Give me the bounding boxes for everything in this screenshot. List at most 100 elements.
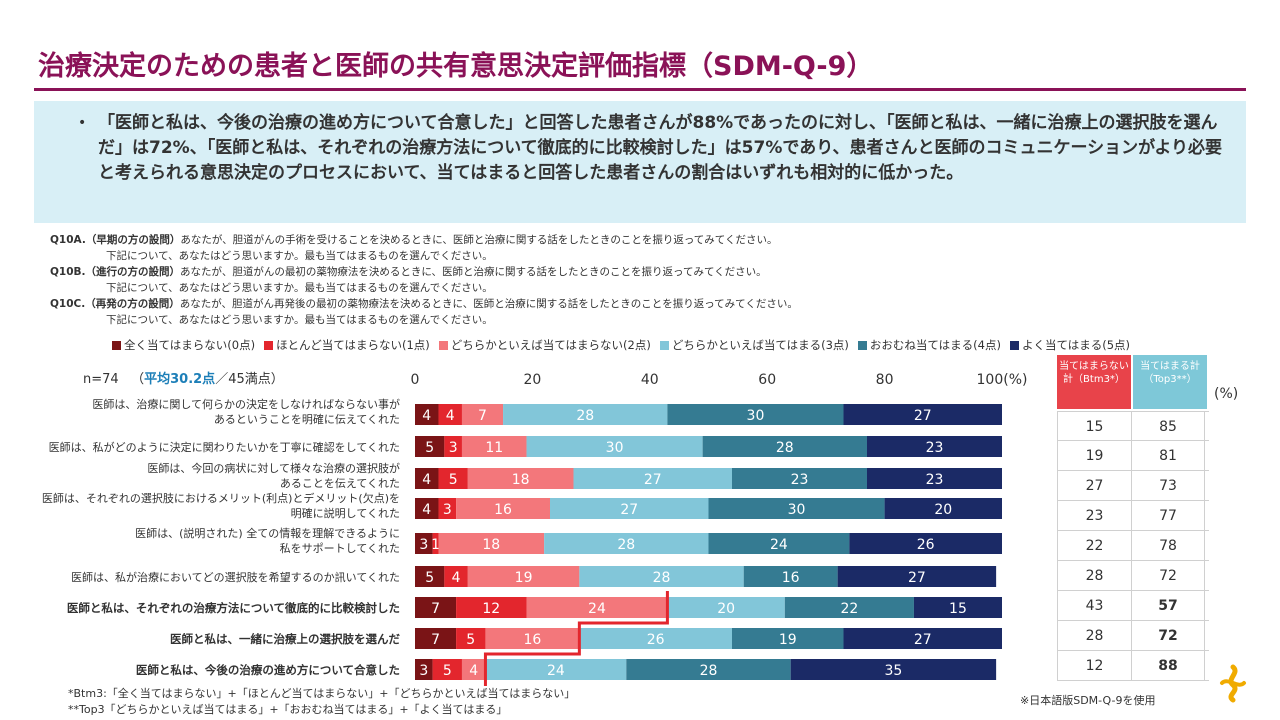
bar-value-label: 28 — [617, 537, 635, 553]
legend-swatch — [659, 340, 669, 350]
bar-value-label: 4 — [422, 472, 431, 488]
bar-value-label: 22 — [840, 601, 858, 617]
legend-label: よく当てはまる(5点) — [1021, 338, 1131, 352]
bar-value-label: 4 — [446, 408, 455, 424]
btm3-value: 43 — [1057, 591, 1131, 620]
category-label: 医師は、治療に関して何らかの決定をしなければならない事が — [92, 397, 400, 411]
legend-swatch — [857, 340, 867, 350]
x-tick-label: 80 — [876, 372, 894, 388]
bar-segment — [461, 404, 504, 425]
bar-segment — [444, 566, 468, 587]
legend-label: どちらかといえば当てはまる(3点) — [671, 338, 849, 352]
bar-segment — [667, 404, 844, 425]
bar-value-label: 23 — [791, 472, 809, 488]
bar-segment — [415, 436, 445, 457]
question-q10c: Q10C.（再発の方の設問）あなたが、胆道がん再発後の最初の薬物療法を決めるとき… — [50, 298, 798, 310]
sample-size-label: n=74 （平均30.2点／45満点） — [83, 372, 284, 387]
bar-segment — [702, 436, 867, 457]
bar-value-label: 27 — [914, 408, 932, 424]
company-logo-icon — [1220, 664, 1246, 703]
bar-segment — [415, 533, 433, 554]
x-tick-label: 40 — [641, 372, 659, 388]
bar-value-label: 20 — [934, 502, 952, 518]
bar-value-label: 4 — [422, 408, 431, 424]
bar-segment — [432, 533, 439, 554]
bar-value-label: 15 — [949, 601, 967, 617]
question-q10b: Q10B.（進行の方の設問）あなたが、胆道がんの最初の薬物療法を決めるときに、医… — [50, 266, 767, 278]
btm3-value: 23 — [1057, 501, 1131, 530]
bar-value-label: 5 — [443, 663, 452, 679]
bar-value-label: 5 — [425, 440, 434, 456]
top3-header: 当てはまる計（Top3**） — [1133, 355, 1207, 409]
footnote-btm3: *Btm3:「全く当てはまらない」+「ほとんど当てはまらない」+「どちらかといえ… — [68, 687, 576, 700]
bar-value-label: 18 — [482, 537, 500, 553]
table-row: 27 73 — [1057, 471, 1209, 501]
title-divider — [34, 88, 1246, 91]
category-label: 医師は、私がどのように決定に関わりたいかを丁寧に確認をしてくれた — [49, 440, 400, 454]
top3-value: 88 — [1131, 651, 1205, 680]
summary-text: 「医師と私は、今後の治療の進め方について合意した」と回答した患者さんが88%であ… — [98, 113, 1222, 183]
bar-segment — [467, 566, 580, 587]
bar-segment — [415, 597, 457, 618]
btm3-header: 当てはまらない計（Btm3*） — [1057, 355, 1131, 409]
x-tick-label: 20 — [523, 372, 541, 388]
bar-segment — [837, 566, 997, 587]
category-label: 医師は、それぞれの選択肢におけるメリット(利点)とデメリット(欠点)を — [42, 491, 400, 505]
bar-segment — [438, 468, 468, 489]
btm3-value: 27 — [1057, 471, 1131, 500]
bar-value-label: 16 — [523, 632, 541, 648]
bar-value-label: 19 — [515, 570, 533, 586]
bar-value-label: 12 — [482, 601, 500, 617]
bar-value-label: 3 — [443, 502, 452, 518]
category-label: 明確に説明してくれた — [291, 506, 400, 520]
bar-value-label: 19 — [779, 632, 797, 648]
bar-segment — [461, 436, 527, 457]
legend-item-3: どちらかといえば当てはまる(3点) — [659, 337, 849, 353]
bar-value-label: 1 — [431, 537, 440, 553]
bar-segment — [708, 533, 850, 554]
btm3-value: 19 — [1057, 441, 1131, 470]
bar-segment — [415, 404, 439, 425]
question-q10a: Q10A.（早期の方の設問）あなたが、胆道がんの手術を受けることを決めるときに、… — [50, 234, 778, 246]
bar-segment — [866, 436, 1002, 457]
bar-value-label: 16 — [494, 502, 512, 518]
bar-value-label: 3 — [449, 440, 458, 456]
bar-value-label: 3 — [419, 663, 428, 679]
bar-value-label: 27 — [644, 472, 662, 488]
bar-value-label: 28 — [576, 408, 594, 424]
question-block: Q10A.（早期の方の設問）あなたが、胆道がんの手術を受けることを決めるときに、… — [50, 232, 950, 328]
summary-table: 15 85 19 81 27 73 23 77 22 78 28 72 43 57 28 72 12 88 — [1057, 411, 1209, 681]
bar-segment — [731, 628, 844, 649]
bar-value-label: 7 — [478, 408, 487, 424]
page-title: 治療決定のための患者と医師の共有意思決定評価指標（SDM-Q-9） — [38, 51, 874, 82]
bar-segment — [503, 404, 668, 425]
top3-value: 57 — [1131, 591, 1205, 620]
bar-segment — [843, 628, 1002, 649]
table-row: 22 78 — [1057, 531, 1209, 561]
percent-unit: (%) — [1214, 386, 1239, 402]
bar-value-label: 28 — [700, 663, 718, 679]
chart-legend: 全く当てはまらない(0点) ほとんど当てはまらない(1点) どちらかといえば当てはま… — [112, 337, 1139, 353]
x-tick-label: 60 — [758, 372, 776, 388]
bar-value-label: 24 — [547, 663, 565, 679]
bar-value-label: 26 — [647, 632, 665, 648]
bar-value-label: 28 — [653, 570, 671, 586]
footnotes: *Btm3:「全く当てはまらない」+「ほとんど当てはまらない」+「どちらかといえ… — [68, 686, 575, 718]
summary-box: • 「医師と私は、今後の治療の進め方について合意した」と回答した患者さんが88%… — [34, 101, 1246, 223]
bar-segment — [456, 597, 527, 618]
question-q10c-sub: 下記について、あなたはどう思いますか。最も当てはまるものを選んでください。 — [106, 314, 493, 326]
top3-value: 72 — [1131, 561, 1205, 590]
bar-value-label: 7 — [431, 632, 440, 648]
bar-value-label: 30 — [747, 408, 765, 424]
bar-value-label: 18 — [512, 472, 530, 488]
bar-segment — [456, 498, 551, 519]
top3-value: 78 — [1131, 531, 1205, 560]
category-label: 医師と私は、一緒に治療上の選択肢を選んだ — [170, 632, 400, 646]
x-tick-label: 100(%) — [977, 372, 1028, 388]
table-row: 15 85 — [1057, 411, 1209, 441]
legend-swatch — [112, 340, 121, 350]
bar-segment — [461, 659, 486, 680]
bar-segment — [550, 498, 709, 519]
bar-value-label: 20 — [717, 601, 735, 617]
bar-segment — [784, 597, 914, 618]
